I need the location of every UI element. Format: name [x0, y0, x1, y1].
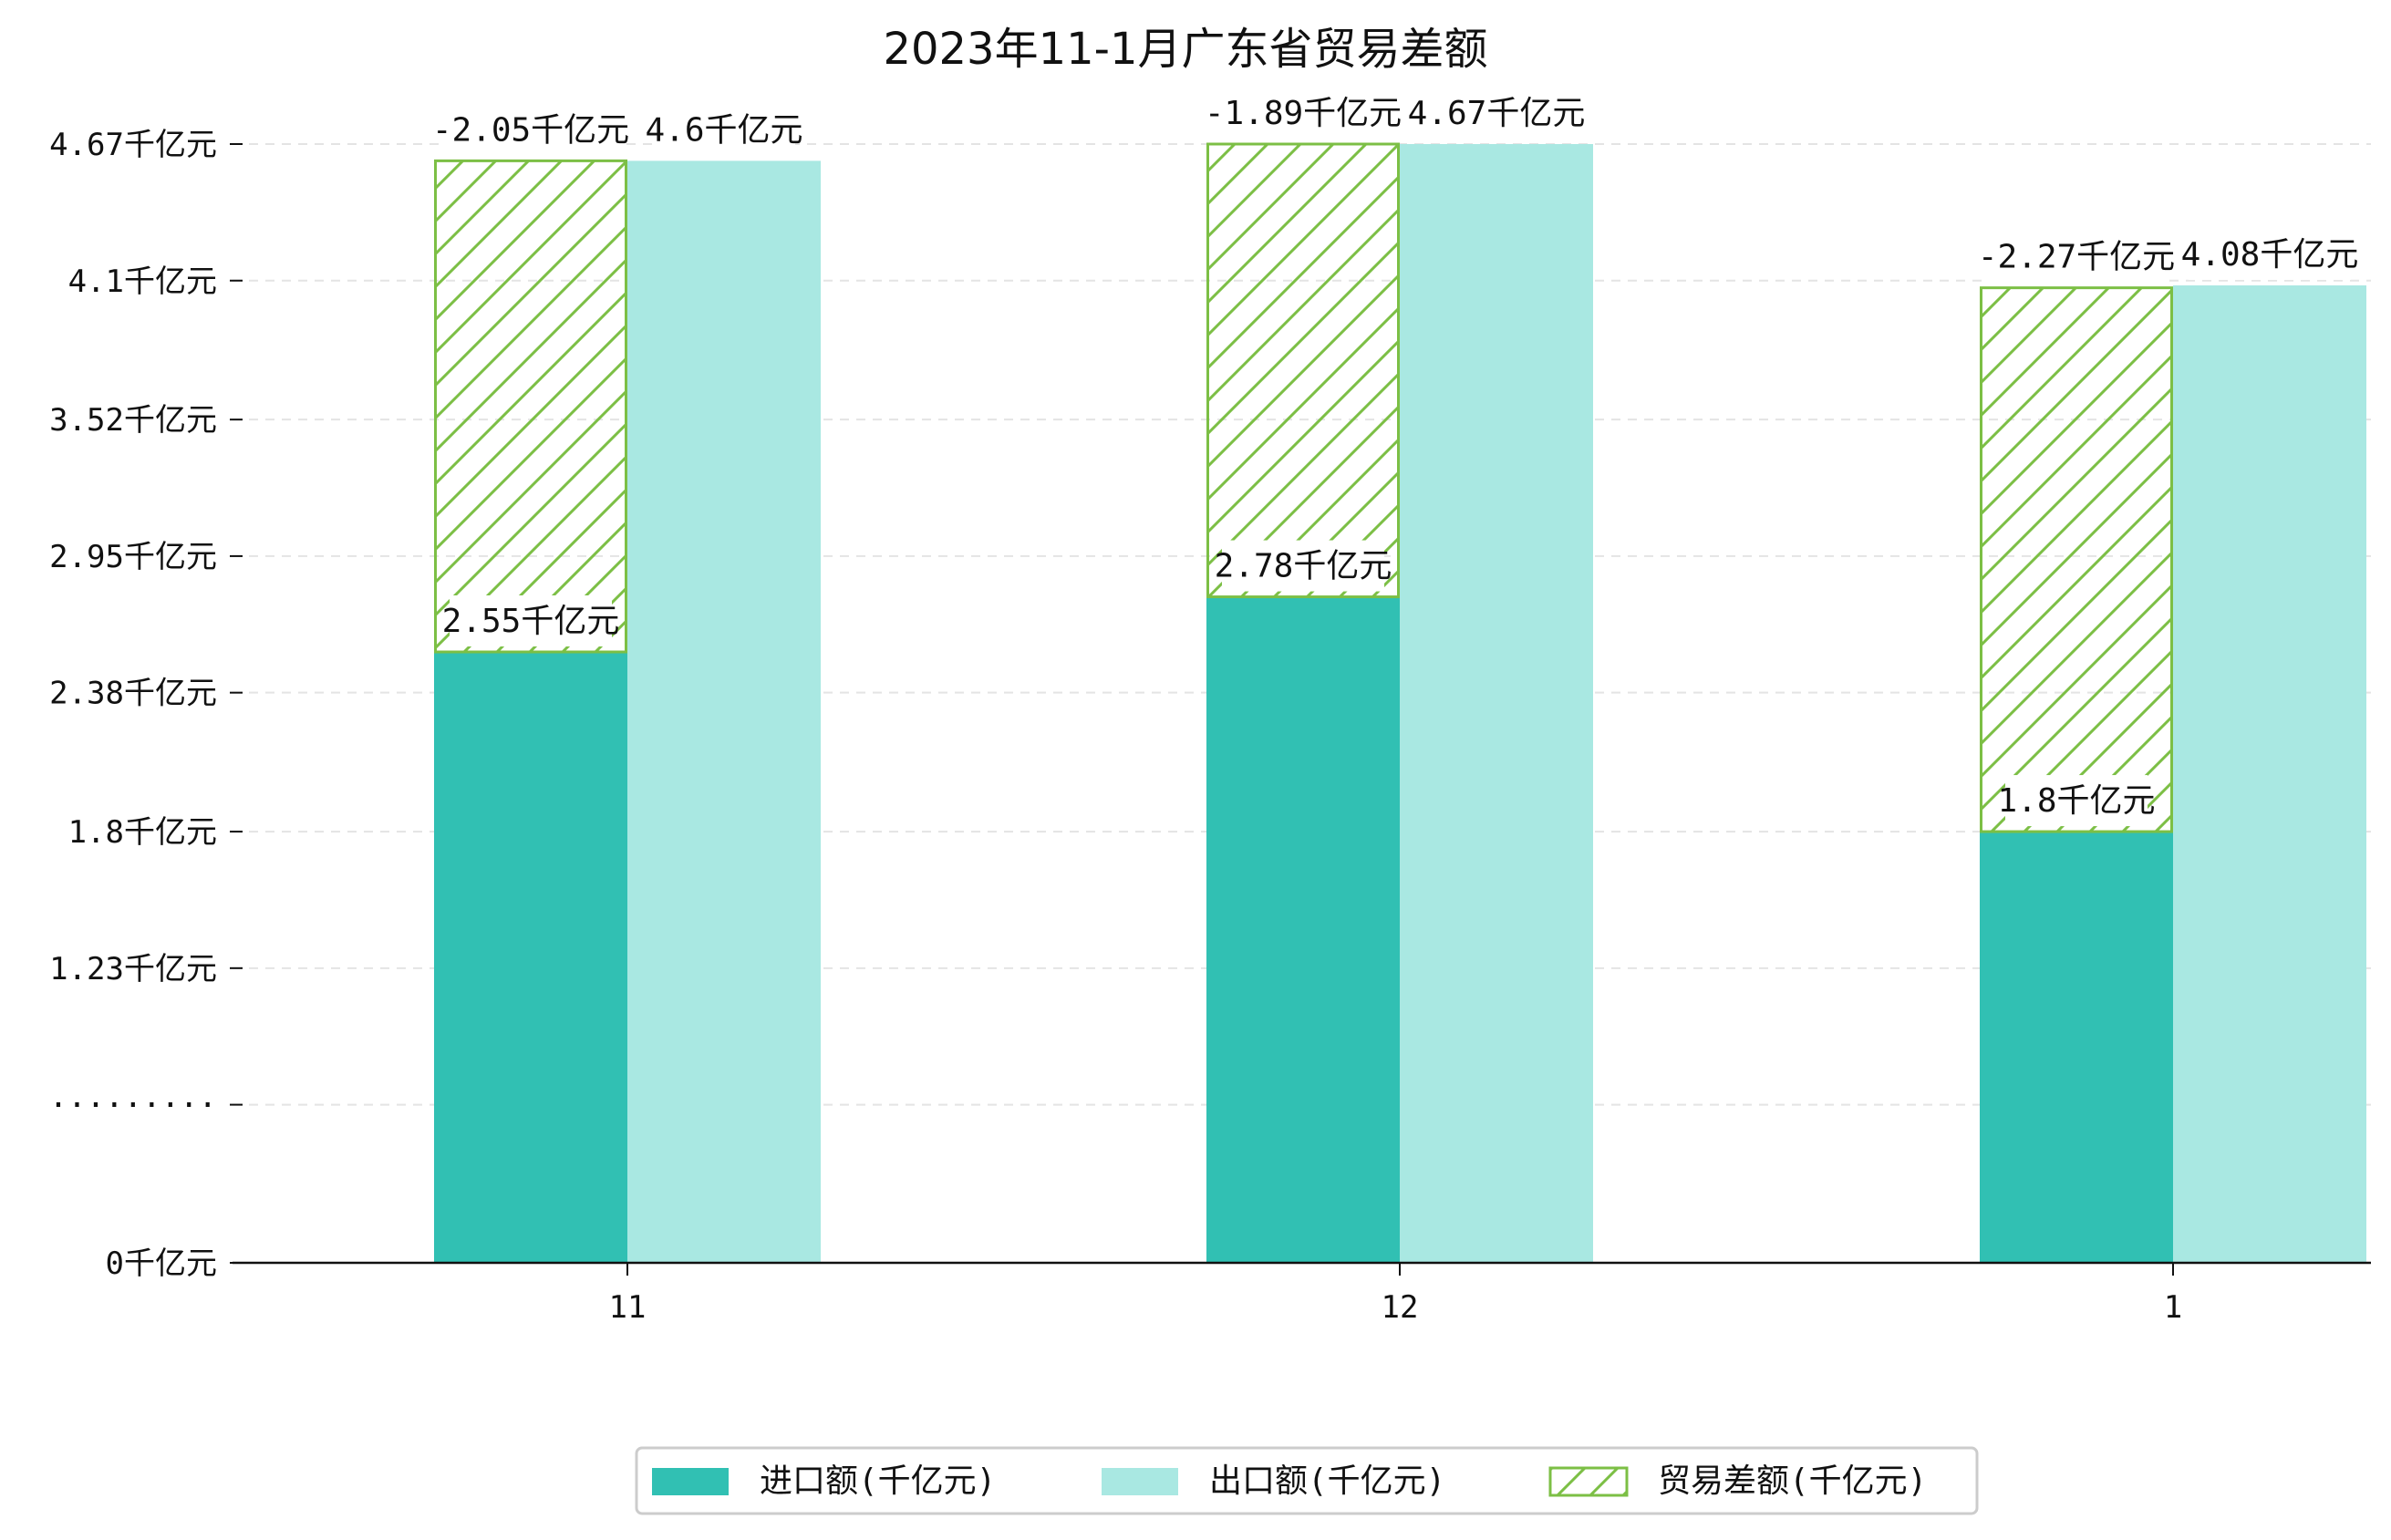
y-tick-label: 1.8千亿元 [68, 814, 217, 851]
legend-swatch-import [652, 1468, 729, 1495]
data-label-box [2189, 229, 2351, 281]
balance-data-label: -2.05千亿元 [432, 104, 629, 156]
data-label-text: 4.6千亿元 [645, 111, 802, 149]
data-label-box [450, 595, 612, 647]
balance-bar [1980, 286, 2173, 833]
y-tick-label: 3.52千亿元 [49, 402, 217, 439]
import-data-label: 2.55千亿元 [442, 595, 620, 647]
balance-data-label: -2.27千亿元 [1978, 231, 2175, 283]
x-tick-label: 12 [1382, 1289, 1419, 1326]
import-bar [434, 652, 627, 1263]
data-labels: 4.6千亿元 -2.05千亿元 2.55千亿元 4.67千亿元-1.89千亿元 2.78… [432, 88, 2359, 827]
export-bar [2173, 285, 2366, 1264]
legend-label: 出口额(千亿元) [1209, 1462, 1445, 1500]
y-tick-label: 2.38千亿元 [49, 676, 217, 712]
legend-swatch-balance [1548, 1466, 1629, 1497]
data-label-text: 4.08千亿元 [2181, 236, 2359, 274]
legend-swatch-export [1102, 1468, 1178, 1495]
data-label-box [1985, 231, 2168, 283]
data-label-box [1415, 88, 1578, 139]
data-label-text: 2.78千亿元 [1215, 548, 1392, 585]
balance-bar [434, 159, 627, 654]
bars [434, 142, 2366, 1264]
data-label-text: -2.27千亿元 [1978, 239, 2175, 276]
data-label-box [1222, 540, 1384, 592]
export-bar [627, 160, 821, 1264]
axes: 0千亿元 ········· 1.23千亿元 1.8千亿元 2.38千亿元 2.95千亿元… [49, 127, 2371, 1326]
y-tick-label: ········· [49, 1088, 217, 1124]
y-tick-label: 2.95千亿元 [49, 539, 217, 575]
data-label-box [1212, 88, 1394, 139]
export-data-label: 4.08千亿元 [2181, 229, 2359, 281]
export-data-label: 4.6千亿元 [645, 104, 803, 156]
import-bar [1980, 832, 2173, 1263]
y-tick-label: 4.1千亿元 [68, 264, 217, 300]
chart-title: 2023年11-1月广东省贸易差额 [883, 24, 1487, 75]
data-label-text: -2.05千亿元 [432, 111, 629, 149]
import-data-label: 2.78千亿元 [1215, 540, 1392, 592]
balance-data-label: -1.89千亿元 [1205, 88, 1402, 139]
data-label-text: 4.67千亿元 [1408, 95, 1586, 132]
import-data-label: 1.8千亿元 [1997, 775, 2156, 827]
export-data-label: 4.67千亿元 [1408, 88, 1586, 139]
legend: 进口额(千亿元) 出口额(千亿元) 贸易差额(千亿元) [635, 1446, 1979, 1515]
import-bar [1206, 596, 1400, 1263]
y-tick-label: 1.23千亿元 [49, 951, 217, 987]
x-tick-label: 11 [609, 1289, 647, 1326]
data-label-box [2005, 775, 2148, 827]
data-label-box [653, 104, 795, 156]
y-tick-label: 4.67千亿元 [49, 127, 217, 163]
y-tick-label: 0千亿元 [106, 1245, 217, 1282]
legend-label: 贸易差额(千亿元) [1658, 1462, 1927, 1500]
export-bar [1400, 144, 1593, 1263]
data-label-box [440, 104, 622, 156]
balance-bar [1206, 142, 1400, 599]
legend-box [635, 1446, 1979, 1515]
x-tick-label: 1 [2164, 1289, 2182, 1326]
legend-label: 进口额(千亿元) [760, 1462, 996, 1500]
data-label-text: -1.89千亿元 [1205, 95, 1402, 132]
data-label-text: 1.8千亿元 [1997, 782, 2155, 820]
data-label-text: 2.55千亿元 [442, 603, 620, 640]
